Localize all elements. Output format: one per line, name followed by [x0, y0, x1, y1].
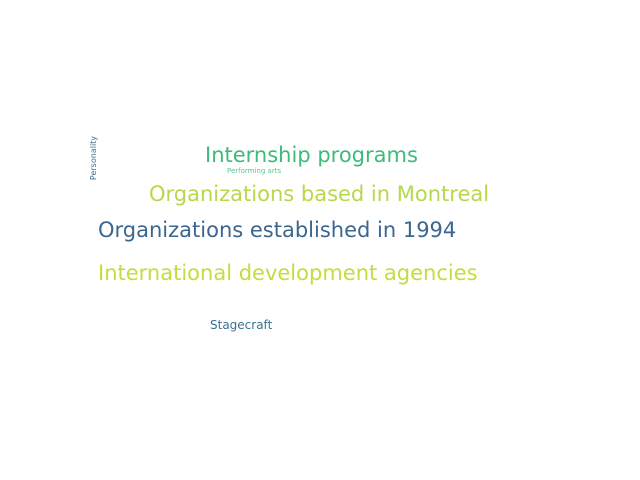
word-organizations-established-in-1994: Organizations established in 1994: [98, 218, 457, 242]
word-international-development-agencies: International development agencies: [98, 261, 478, 285]
word-personality: Personality: [89, 135, 98, 181]
word-internship-programs: Internship programs: [205, 143, 418, 167]
word-performing-arts: Performing arts: [227, 167, 282, 175]
word-organizations-based-in-montreal: Organizations based in Montreal: [149, 182, 490, 206]
word-stagecraft: Stagecraft: [210, 318, 273, 332]
